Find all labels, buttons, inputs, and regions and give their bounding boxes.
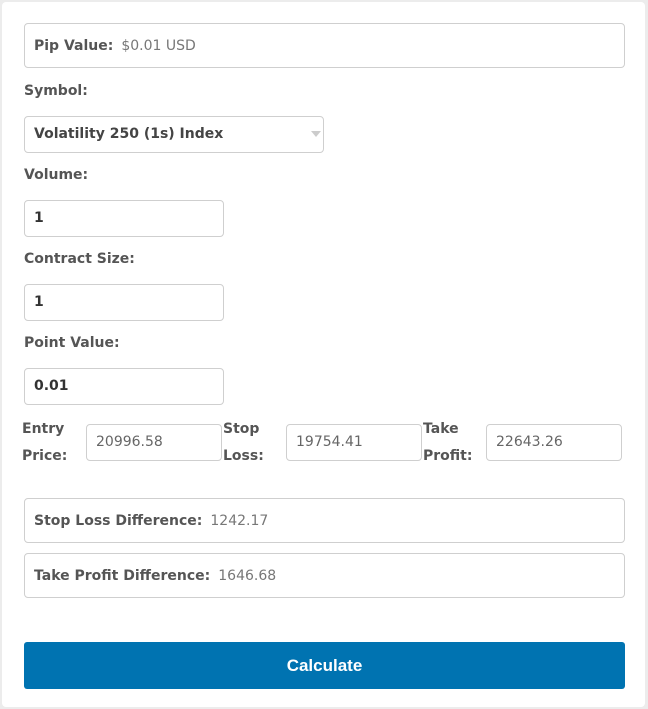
symbol-selected: Volatility 250 (1s) Index xyxy=(34,126,224,142)
pip-value-display: Pip Value: $0.01 USD xyxy=(24,23,625,68)
volume-label: Volume: xyxy=(24,167,89,183)
stop-loss-label-line1: Stop xyxy=(223,421,260,437)
pip-value-label: Pip Value: xyxy=(34,37,114,54)
take-profit-label-line2: Profit: xyxy=(423,448,473,464)
take-profit-difference-display: Take Profit Difference: 1646.68 xyxy=(24,553,625,598)
contract-size-input[interactable]: 1 xyxy=(24,284,224,321)
pip-value: $0.01 USD xyxy=(121,37,196,54)
contract-size-label: Contract Size: xyxy=(24,251,135,267)
entry-price-label: Entry Price: xyxy=(22,416,67,470)
entry-price-label-line1: Entry xyxy=(22,421,65,437)
point-value-label: Point Value: xyxy=(24,335,120,351)
stop-loss-difference-label: Stop Loss Difference: xyxy=(34,512,203,529)
symbol-select[interactable]: Volatility 250 (1s) Index xyxy=(24,116,324,153)
entry-price-label-line2: Price: xyxy=(22,448,68,464)
chevron-down-icon xyxy=(311,131,321,137)
take-profit-label: Take Profit: xyxy=(423,416,472,470)
volume-input[interactable]: 1 xyxy=(24,200,224,237)
stop-loss-difference-display: Stop Loss Difference: 1242.17 xyxy=(24,498,625,543)
take-profit-difference-label: Take Profit Difference: xyxy=(34,567,211,584)
stop-loss-difference-value: 1242.17 xyxy=(210,512,269,529)
take-profit-difference-value: 1646.68 xyxy=(218,567,277,584)
take-profit-input[interactable]: 22643.26 xyxy=(486,424,622,461)
symbol-label: Symbol: xyxy=(24,83,88,99)
stop-loss-label-line2: Loss: xyxy=(223,448,264,464)
stop-loss-input[interactable]: 19754.41 xyxy=(286,424,422,461)
take-profit-label-line1: Take xyxy=(423,421,459,437)
point-value-input[interactable]: 0.01 xyxy=(24,368,224,405)
entry-price-input[interactable]: 20996.58 xyxy=(86,424,222,461)
calculate-button[interactable]: Calculate xyxy=(24,642,625,689)
stop-loss-label: Stop Loss: xyxy=(223,416,264,470)
